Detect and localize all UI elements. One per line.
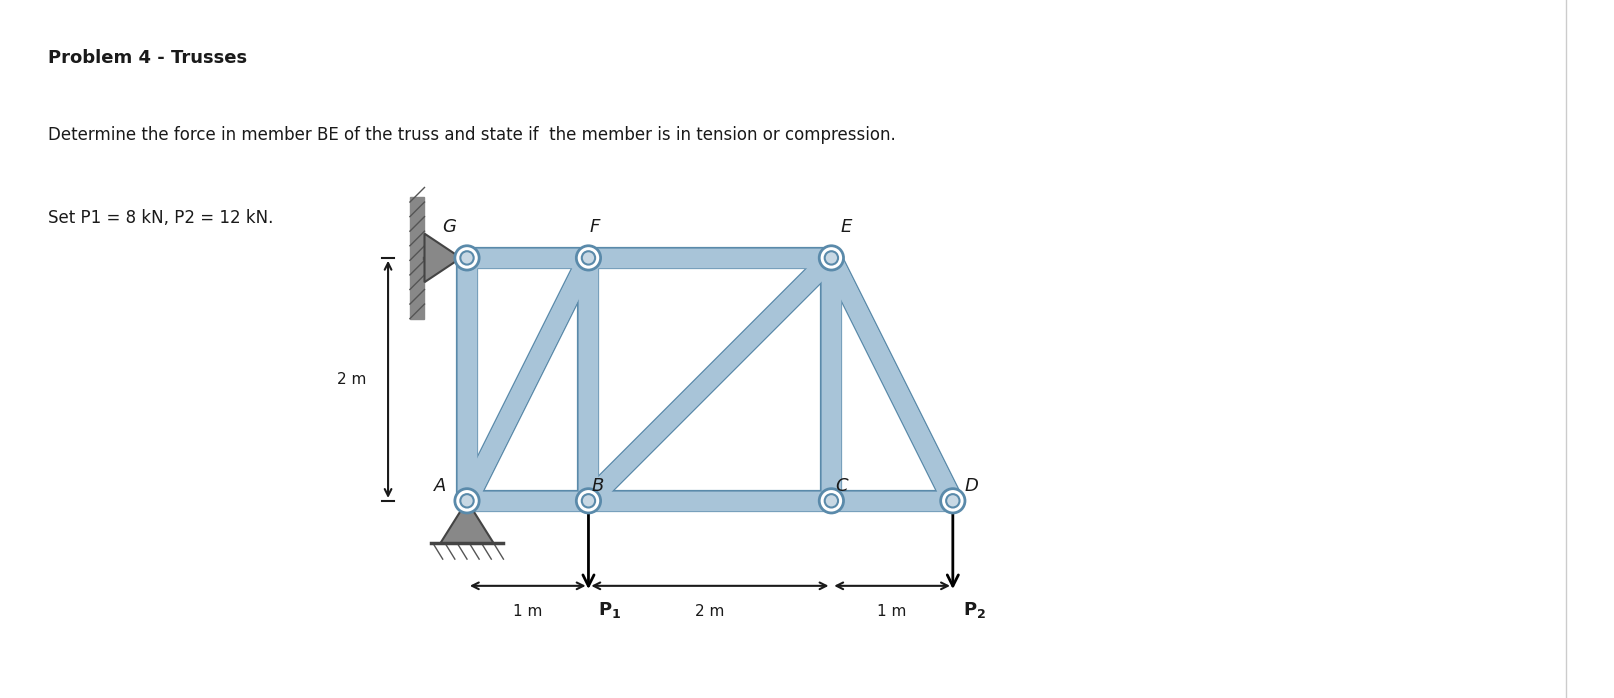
Circle shape bbox=[825, 251, 838, 265]
Text: B: B bbox=[592, 477, 604, 495]
Circle shape bbox=[581, 251, 596, 265]
Text: $\mathbf{P_2}$: $\mathbf{P_2}$ bbox=[962, 600, 986, 621]
Text: F: F bbox=[589, 218, 600, 236]
Text: $\mathbf{P_1}$: $\mathbf{P_1}$ bbox=[599, 600, 621, 621]
Circle shape bbox=[455, 489, 479, 513]
Circle shape bbox=[455, 246, 479, 270]
Circle shape bbox=[460, 494, 473, 507]
Text: A: A bbox=[434, 477, 447, 495]
Text: 1 m: 1 m bbox=[513, 604, 542, 619]
Circle shape bbox=[820, 246, 844, 270]
Circle shape bbox=[460, 251, 473, 265]
Circle shape bbox=[946, 494, 959, 507]
Text: Determine the force in member BE of the truss and state if  the member is in ten: Determine the force in member BE of the … bbox=[48, 126, 896, 144]
Text: 1 m: 1 m bbox=[878, 604, 907, 619]
Circle shape bbox=[941, 489, 965, 513]
Text: D: D bbox=[964, 477, 978, 495]
Text: 2 m: 2 m bbox=[696, 604, 725, 619]
Text: Set P1 = 8 kN, P2 = 12 kN.: Set P1 = 8 kN, P2 = 12 kN. bbox=[48, 209, 274, 228]
Polygon shape bbox=[424, 234, 462, 282]
Circle shape bbox=[825, 494, 838, 507]
Circle shape bbox=[576, 246, 600, 270]
Text: 2 m: 2 m bbox=[337, 372, 366, 387]
Text: E: E bbox=[841, 218, 852, 236]
Circle shape bbox=[820, 489, 844, 513]
Text: C: C bbox=[834, 477, 847, 495]
Circle shape bbox=[581, 494, 596, 507]
Text: Problem 4 - Trusses: Problem 4 - Trusses bbox=[48, 49, 247, 67]
Bar bbox=[410, 197, 424, 318]
Polygon shape bbox=[441, 501, 494, 543]
Text: G: G bbox=[442, 218, 455, 236]
Circle shape bbox=[576, 489, 600, 513]
